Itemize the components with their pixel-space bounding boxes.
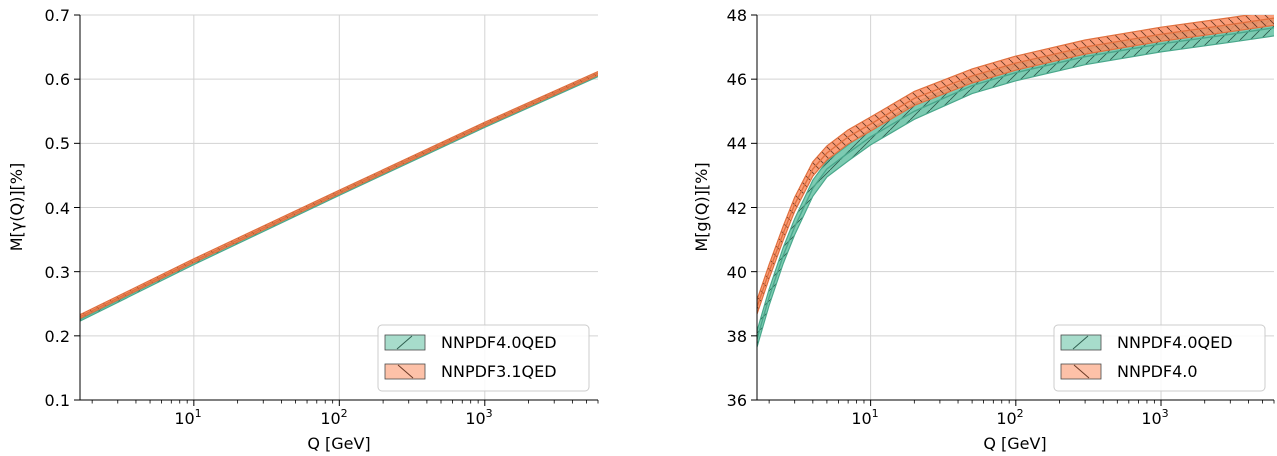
band-upper-edge xyxy=(757,15,1253,301)
legend-hatch-back xyxy=(397,364,414,379)
photon-x-tick-labels: 101 102 103 xyxy=(174,407,492,428)
photon-legend: NNPDF4.0QED NNPDF3.1QED xyxy=(377,324,590,392)
photon-ticks xyxy=(74,14,599,406)
y-tick-label: 0.3 xyxy=(45,263,70,282)
legend-label: NNPDF4.0QED xyxy=(441,333,557,352)
x-tick-label: 103 xyxy=(1141,407,1168,428)
legend-entry: NNPDF4.0QED xyxy=(384,333,557,352)
legend-box xyxy=(377,324,590,392)
gluon-panel: 36 38 40 42 44 46 48 101 102 103 Q [GeV]… xyxy=(692,6,1275,453)
y-tick-label: 0.6 xyxy=(45,70,70,89)
gluon-y-axis-label: M[g(Q)][%] xyxy=(692,162,711,251)
gluon-legend: NNPDF4.0QED NNPDF4.0 xyxy=(1053,324,1266,392)
gluon-ticks xyxy=(751,14,1275,406)
band-lower-edge xyxy=(80,74,598,320)
y-tick-label: 38 xyxy=(727,327,747,346)
photon-panel: 0.1 0.2 0.3 0.4 0.5 0.6 0.7 101 102 103 … xyxy=(7,6,599,453)
series-central-line xyxy=(757,17,1274,308)
band-lower-edge xyxy=(757,35,1274,348)
x-tick-label: 103 xyxy=(465,407,492,428)
y-tick-label: 0.4 xyxy=(45,199,70,218)
y-tick-label: 44 xyxy=(727,134,747,153)
legend-hatch-fwd xyxy=(396,335,413,350)
legend-entry: NNPDF4.0 xyxy=(1060,362,1198,381)
series-band xyxy=(757,15,1274,315)
y-tick-label: 0.5 xyxy=(45,134,70,153)
y-tick-label: 0.7 xyxy=(45,6,70,25)
series-central-line xyxy=(80,72,598,318)
series-central-line xyxy=(757,27,1274,340)
x-tick-label: 101 xyxy=(174,407,201,428)
band-lower-edge xyxy=(80,76,598,322)
band-upper-edge xyxy=(80,70,598,316)
legend-label: NNPDF3.1QED xyxy=(441,362,557,381)
legend-hatch-fwd xyxy=(1072,335,1089,350)
photon-y-tick-labels: 0.1 0.2 0.3 0.4 0.5 0.6 0.7 xyxy=(45,6,70,410)
gluon-y-tick-labels: 36 38 40 42 44 46 48 xyxy=(727,6,747,410)
gluon-x-tick-labels: 101 102 103 xyxy=(851,407,1168,428)
legend-hatch-back xyxy=(1073,364,1090,379)
x-tick-label: 102 xyxy=(996,407,1023,428)
y-tick-label: 0.1 xyxy=(45,391,70,410)
y-tick-label: 36 xyxy=(727,391,747,410)
x-tick-label: 101 xyxy=(851,407,878,428)
x-tick-label: 102 xyxy=(320,407,347,428)
y-tick-label: 42 xyxy=(727,199,747,218)
photon-bands xyxy=(80,70,598,322)
gluon-x-axis-label: Q [GeV] xyxy=(983,434,1046,453)
legend-label: NNPDF4.0 xyxy=(1117,362,1198,381)
y-tick-label: 40 xyxy=(727,263,747,282)
gluon-bands xyxy=(757,15,1274,348)
series-band xyxy=(80,70,598,320)
band-lower-edge xyxy=(757,24,1274,315)
legend-entry: NNPDF4.0QED xyxy=(1060,333,1233,352)
y-tick-label: 46 xyxy=(727,70,747,89)
photon-x-axis-label: Q [GeV] xyxy=(307,434,370,453)
legend-box xyxy=(1053,324,1266,392)
photon-y-axis-label: M[γ(Q)][%] xyxy=(7,163,26,252)
legend-label: NNPDF4.0QED xyxy=(1117,333,1233,352)
legend-entry: NNPDF3.1QED xyxy=(384,362,557,381)
y-tick-label: 48 xyxy=(727,6,747,25)
y-tick-label: 0.2 xyxy=(45,327,70,346)
